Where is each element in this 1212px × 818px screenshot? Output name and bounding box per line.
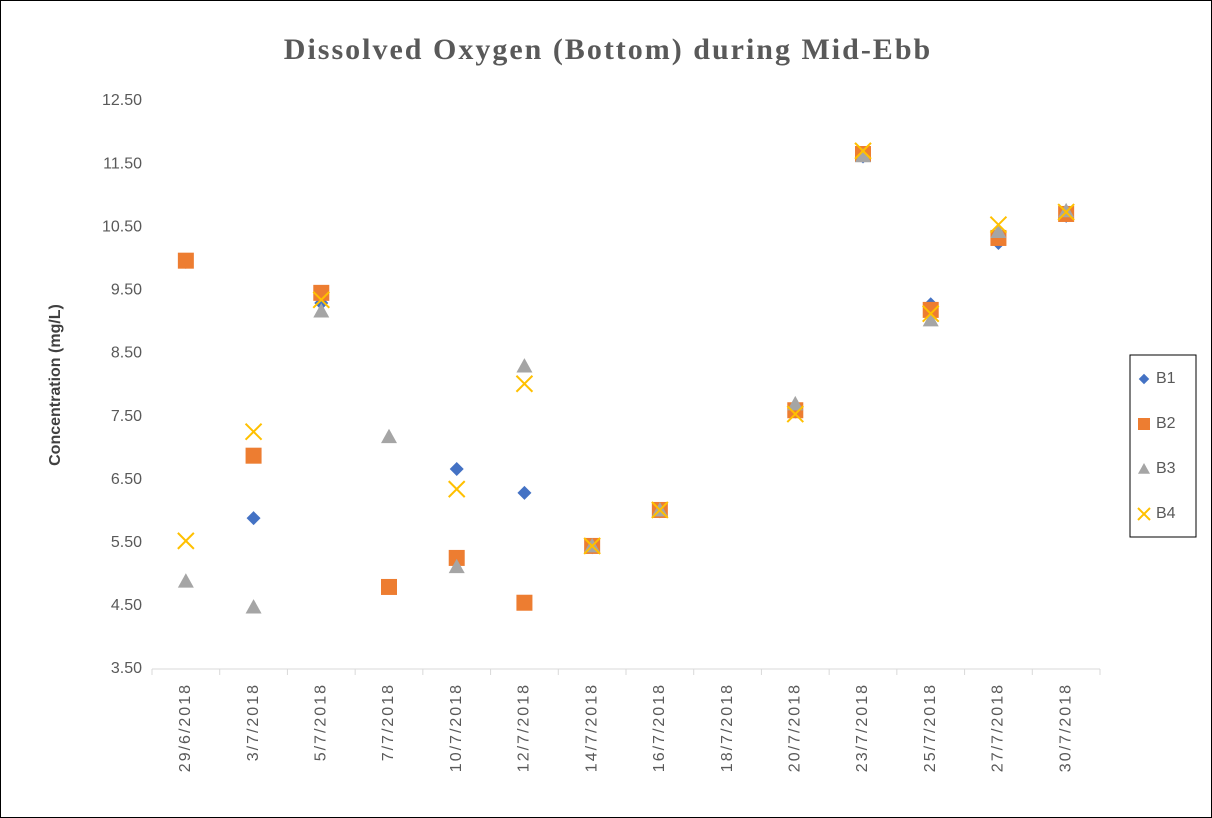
legend-label: B4	[1156, 505, 1176, 522]
data-point	[922, 301, 939, 318]
y-tick-label: 6.50	[111, 471, 142, 488]
data-point	[990, 223, 1007, 239]
data-point	[312, 291, 330, 309]
x-tick-label: 23/7/2018	[854, 683, 871, 772]
data-point	[245, 447, 262, 464]
x-tick-label: 7/7/2018	[380, 683, 397, 761]
legend-marker	[1137, 507, 1151, 521]
data-point	[854, 142, 872, 160]
data-point	[448, 558, 465, 574]
legend-marker	[1138, 373, 1150, 385]
data-point	[448, 480, 466, 498]
data-point	[583, 537, 601, 555]
y-tick-label: 12.50	[102, 92, 142, 109]
data-point	[517, 485, 532, 500]
data-point	[246, 511, 261, 526]
data-point	[786, 405, 804, 423]
y-tick-label: 4.50	[111, 597, 142, 614]
y-tick-label: 5.50	[111, 534, 142, 551]
y-tick-label: 9.50	[111, 282, 142, 299]
data-point	[177, 573, 194, 588]
x-tick-label: 27/7/2018	[990, 683, 1007, 772]
legend-label: B3	[1156, 460, 1176, 477]
legend-box	[1129, 354, 1197, 538]
x-tick-label: 12/7/2018	[516, 683, 533, 772]
data-point	[516, 358, 533, 373]
legend-label: B1	[1156, 370, 1176, 387]
data-point	[1057, 203, 1075, 221]
y-tick-label: 3.50	[111, 660, 142, 677]
y-tick-label: 10.50	[102, 218, 142, 235]
x-tick-label: 29/6/2018	[177, 683, 194, 772]
data-point	[381, 428, 397, 444]
x-tick-label: 25/7/2018	[922, 683, 939, 772]
legend-label: B2	[1156, 415, 1176, 432]
y-tick-label: 8.50	[111, 345, 142, 362]
data-point	[449, 461, 464, 476]
data-point	[1058, 202, 1075, 218]
data-point	[244, 422, 263, 441]
x-tick-label: 16/7/2018	[651, 683, 668, 772]
data-point	[448, 549, 465, 566]
x-tick-label: 10/7/2018	[448, 683, 465, 772]
x-tick-label: 3/7/2018	[245, 683, 262, 761]
x-tick-label: 14/7/2018	[583, 683, 600, 772]
x-tick-label: 20/7/2018	[787, 683, 804, 772]
data-point	[381, 578, 397, 595]
x-tick-label: 30/7/2018	[1057, 683, 1074, 772]
y-axis-label: Concentration (mg/L)	[47, 304, 64, 466]
data-point	[651, 501, 669, 519]
legend-marker	[1138, 463, 1150, 474]
data-point	[245, 599, 262, 614]
data-point	[922, 311, 939, 327]
data-point	[177, 252, 194, 269]
chart-title: Dissolved Oxygen (Bottom) during Mid-Ebb	[284, 33, 932, 66]
legend-marker	[1138, 418, 1150, 430]
data-point	[855, 147, 871, 163]
data-point	[787, 395, 804, 411]
data-point	[516, 594, 533, 611]
data-point	[515, 375, 534, 393]
x-tick-label: 5/7/2018	[313, 683, 330, 761]
data-point	[313, 303, 330, 318]
data-point	[177, 532, 195, 550]
y-tick-label: 11.50	[103, 155, 142, 172]
y-tick-label: 7.50	[111, 408, 142, 425]
x-tick-label: 18/7/2018	[719, 683, 736, 772]
data-point	[989, 215, 1008, 234]
data-point	[922, 304, 940, 323]
